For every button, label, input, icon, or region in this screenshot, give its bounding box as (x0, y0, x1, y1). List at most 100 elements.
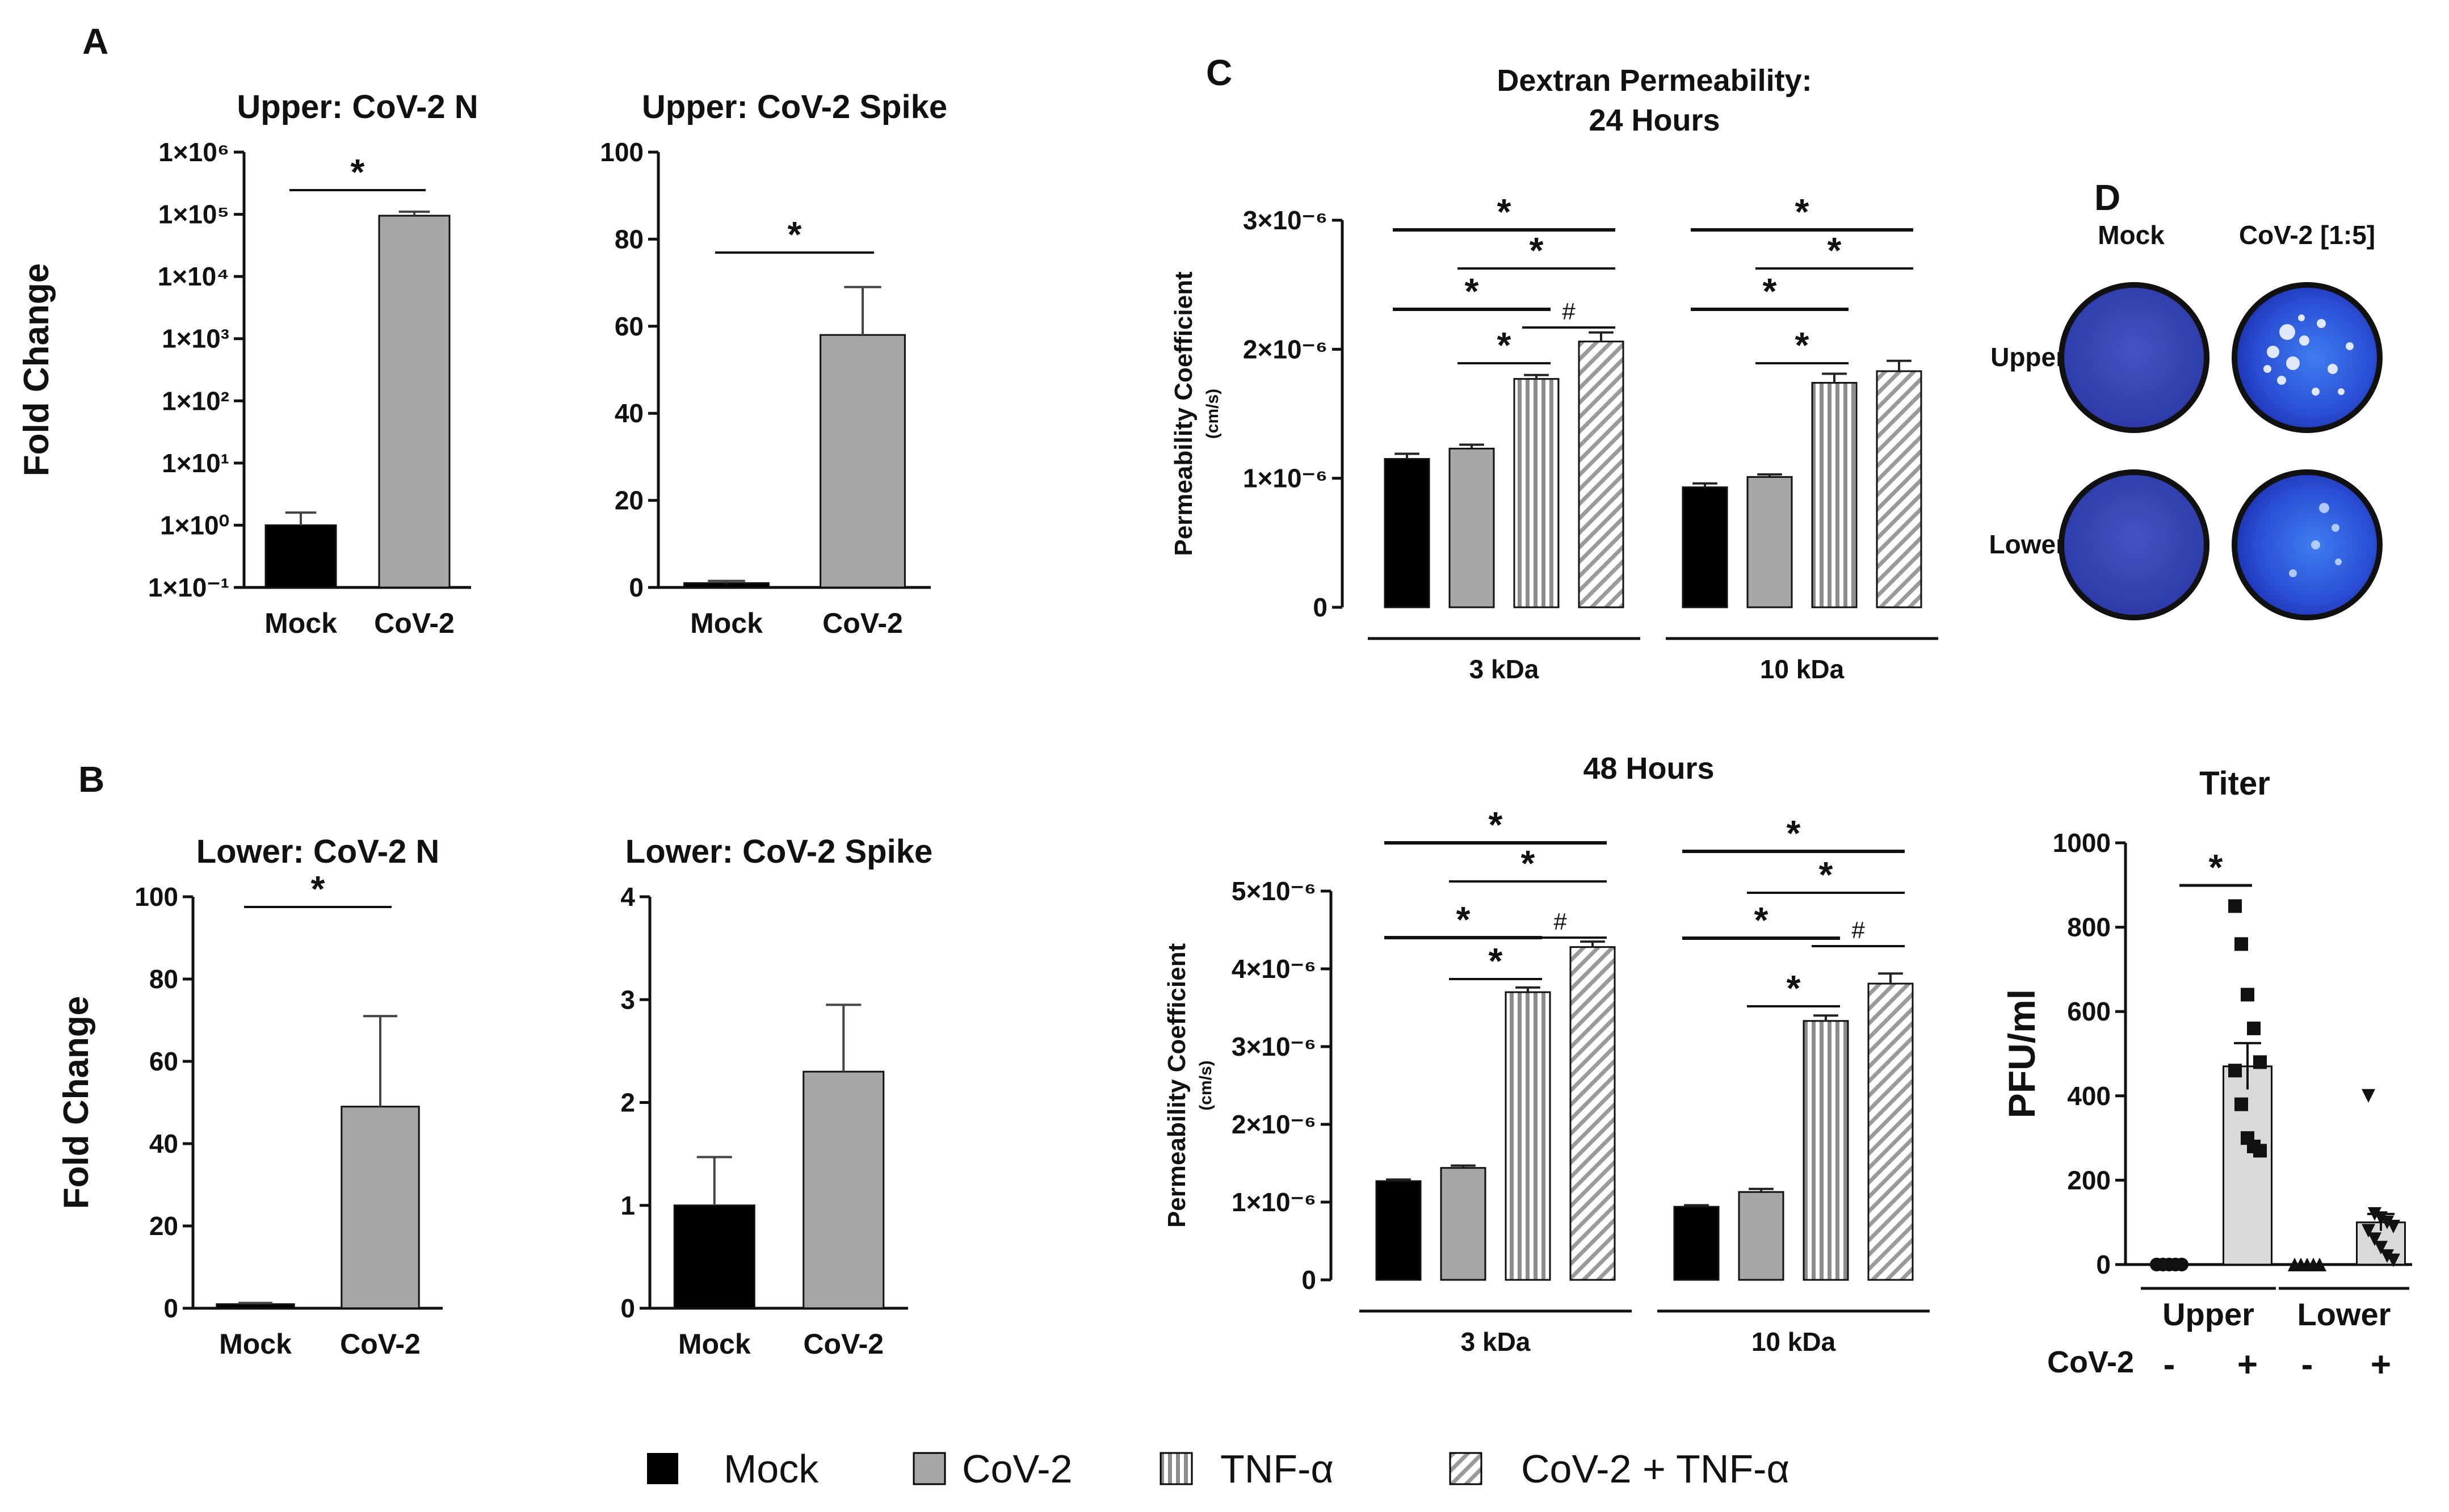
y-tick-label: 0 (1313, 593, 1328, 622)
data-point (2387, 1220, 2400, 1234)
y-tick-label: 100 (135, 882, 178, 912)
plaques-upper (2263, 314, 2354, 396)
chart-titer: 0 200 400 600 800 1000 - + Upper - + Lower CoV-2 * Tit… (2001, 765, 2412, 1384)
titer-bar (2223, 1065, 2272, 1266)
condition-sign: + (2237, 1345, 2258, 1384)
chart-title: Upper: CoV-2 N (237, 89, 478, 125)
y-tick-label: 60 (615, 312, 644, 341)
y-tick-label: 0 (163, 1293, 178, 1323)
y-tick-label: 1×10⁻¹ (148, 573, 229, 602)
y-tick-label: 0 (1301, 1265, 1316, 1295)
significance-mark: # (1851, 917, 1865, 943)
data-point (2234, 1097, 2248, 1111)
bar-10kda-series-0 (1673, 1206, 1720, 1281)
x-category-label: CoV-2 (340, 1328, 421, 1360)
y-tick-label: 0 (620, 1293, 635, 1323)
significance-mark: * (1530, 230, 1544, 271)
legend-swatch-cov2 (913, 1452, 946, 1485)
legend-label-cov2: CoV-2 (962, 1447, 1073, 1491)
y-tick-label: 40 (149, 1129, 178, 1158)
plaque-plates: Mock CoV-2 [1:5] Upper Lower (1989, 220, 2383, 620)
y-tick-label: 4×10⁻⁶ (1232, 954, 1316, 984)
x-category-label: CoV-2 (822, 607, 903, 639)
y-axis-unit: (cm/s) (1203, 389, 1222, 439)
data-point (2368, 1207, 2381, 1221)
panel-label-a: A (82, 21, 108, 62)
y-tick-label: 1×10⁵ (158, 200, 229, 229)
y-tick-label: 20 (615, 486, 644, 515)
y-tick-label: 2×10⁻⁶ (1243, 334, 1328, 364)
data-point (2234, 937, 2248, 951)
chart-title-line1: Dextran Permeability: (1497, 64, 1812, 98)
plate-upper-cov2 (2232, 282, 2383, 433)
bar-cov-2 (803, 1070, 885, 1309)
chart-title: Upper: CoV-2 Spike (642, 89, 947, 125)
group-label: Upper (2162, 1296, 2254, 1332)
bar-mock (683, 582, 770, 589)
y-axis-label: Permeability Coefficient (1170, 271, 1198, 556)
chart-upper-cov2-n: 1×10⁻¹ 1×10⁰ 1×10¹ 1×10² 1×10³ 1×10⁴ 1×10⁵ 1×10… (17, 89, 478, 639)
bar-3kda-series-3 (1578, 341, 1624, 608)
chart-upper-cov2-spike: 0 20 40 60 80 100 Mock CoV-2 Upper: CoV-2 Spike * (600, 89, 947, 639)
y-tick-label: 1×10⁻⁶ (1243, 464, 1328, 493)
significance-mark: # (1562, 298, 1576, 325)
y-tick-label: 1×10² (162, 386, 229, 415)
bar-mock (216, 1303, 295, 1309)
y-tick-label: 2 (620, 1088, 635, 1118)
bar-10kda-series-3 (1867, 982, 1914, 1281)
y-tick-label: 100 (600, 137, 644, 167)
y-tick-label: 400 (2067, 1081, 2111, 1111)
data-point (2362, 1089, 2375, 1103)
bar-10kda-series-2 (1803, 1020, 1849, 1281)
significance-mark: * (1763, 271, 1777, 312)
y-tick-label: 1×10⁴ (158, 262, 229, 291)
chart-title-line2: 24 Hours (1589, 103, 1720, 137)
chart-title: Lower: CoV-2 N (196, 833, 440, 870)
chart-title: Lower: CoV-2 Spike (625, 833, 932, 870)
group-label: Lower (2297, 1296, 2391, 1332)
data-point (2374, 1211, 2388, 1225)
significance-mark: * (1497, 325, 1511, 366)
data-point (2241, 988, 2254, 1002)
significance-mark: * (1819, 854, 1833, 895)
bar-3kda-series-0 (1384, 458, 1430, 608)
plate-col-mock: Mock (2098, 220, 2165, 250)
significance-mark: * (1489, 804, 1503, 845)
bar-mock (264, 524, 337, 589)
condition-sign: + (2371, 1345, 2391, 1384)
significance-mark: * (1795, 325, 1809, 366)
y-tick-label: 1000 (2053, 828, 2111, 858)
chart-lower-cov2-spike: 0 1 2 3 4 Mock CoV-2 Lower: CoV-2 Spike (620, 833, 932, 1360)
y-tick-label: 60 (149, 1047, 178, 1076)
y-tick-label: 1×10⁰ (160, 510, 229, 540)
significance-mark: * (1787, 968, 1801, 1009)
x-category-label: Mock (690, 607, 763, 639)
y-tick-label: 80 (149, 964, 178, 994)
y-axis-label: PFU/ml (2001, 989, 2043, 1118)
panel-label-c: C (1206, 52, 1232, 93)
y-tick-label: 20 (149, 1211, 178, 1241)
plaques-lower (2289, 503, 2342, 577)
significance-mark: * (1828, 230, 1842, 271)
plate-row-lower: Lower (1989, 530, 2066, 559)
y-axis-label: Fold Change (57, 996, 96, 1209)
y-tick-label: 2×10⁻⁶ (1232, 1110, 1316, 1139)
y-axis-unit: (cm/s) (1196, 1060, 1215, 1110)
panel-label-d: D (2094, 177, 2120, 218)
y-axis-label: Fold Change (17, 263, 56, 476)
group-label: 3 kDa (1461, 1327, 1531, 1356)
x-category-label: CoV-2 (374, 607, 455, 639)
data-point (2253, 1144, 2267, 1158)
condition-row-label: CoV-2 (2047, 1345, 2134, 1379)
significance-mark: * (1795, 191, 1809, 232)
data-point (2253, 1055, 2267, 1069)
bar-3kda-series-2 (1513, 378, 1560, 608)
data-point (2380, 1215, 2394, 1229)
significance-mark: * (351, 152, 365, 192)
significance-mark: * (311, 868, 325, 909)
legend-label-cov2-tnf: CoV-2 + TNF-α (1521, 1447, 1790, 1491)
y-tick-label: 4 (620, 882, 635, 912)
bar-10kda-series-3 (1876, 370, 1922, 608)
bar-3kda-series-3 (1569, 946, 1616, 1281)
